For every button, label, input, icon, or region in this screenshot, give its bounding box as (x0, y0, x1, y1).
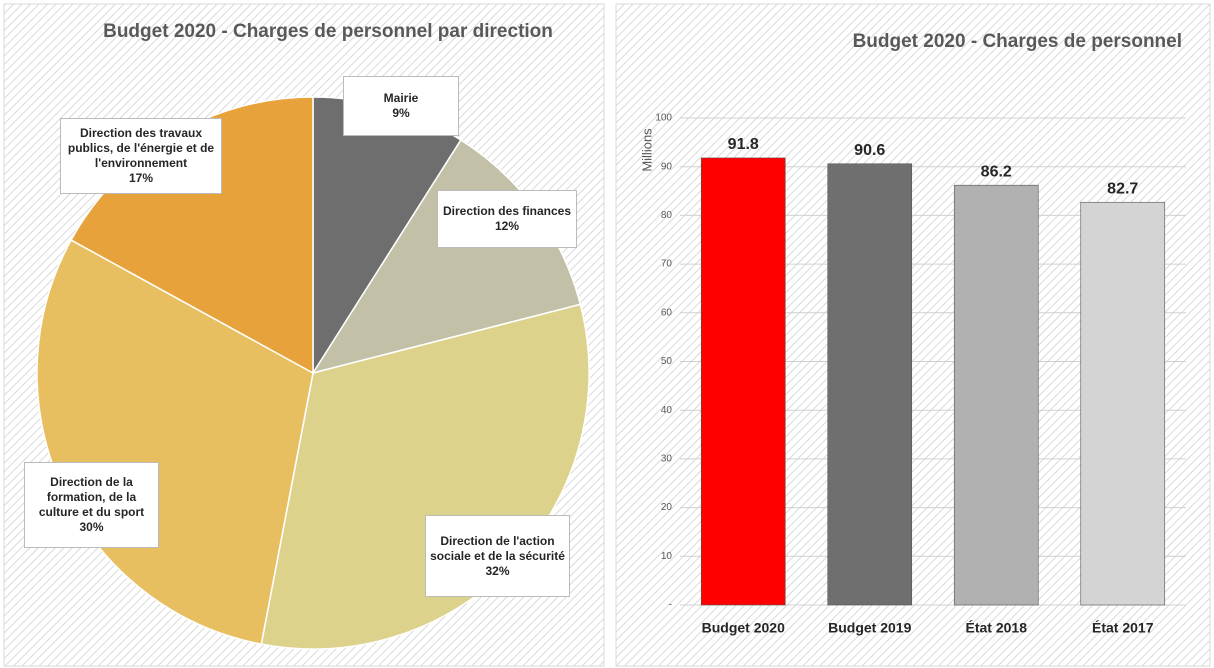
slice-value: 12% (494, 219, 520, 233)
x-tick-label: État 2018 (966, 620, 1028, 636)
y-axis-label: Millions (639, 128, 654, 172)
bar (1080, 201, 1166, 606)
y-tick-label: 30 (661, 454, 673, 465)
slice-label: Direction de la formation, de la culture… (24, 462, 159, 548)
y-tick-label: 50 (661, 356, 673, 367)
y-tick-label: 40 (661, 405, 673, 416)
bar (827, 163, 913, 606)
y-tick-label: 90 (661, 161, 673, 172)
x-tick-label: Budget 2020 (702, 620, 785, 636)
slice-value: 30% (79, 520, 104, 534)
y-tick-label: - (669, 600, 672, 611)
bar-value-label: 90.6 (854, 142, 885, 159)
bar-value-label: 86.2 (981, 163, 1012, 180)
slice-name: Direction de l'action sociale et de la s… (430, 533, 565, 563)
bar-value-label: 82.7 (1107, 180, 1138, 197)
slice-label: Direction des travaux publics, de l'éner… (60, 118, 222, 194)
slice-name: Mairie (383, 91, 419, 105)
bar-title: Budget 2020 - Charges de personnel (853, 31, 1182, 52)
slice-name: Direction des finances (442, 204, 572, 218)
slice-label: Direction des finances 12% (437, 190, 577, 248)
bar (700, 157, 786, 606)
slice-label: Direction de l'action sociale et de la s… (425, 515, 570, 597)
y-tick-label: 60 (661, 307, 673, 318)
bar-value-label: 91.8 (728, 136, 759, 153)
y-tick-label: 10 (661, 551, 673, 562)
slice-name: Direction de la formation, de la culture… (38, 475, 145, 519)
slice-value: 17% (128, 171, 154, 185)
y-tick-label: 70 (661, 259, 673, 270)
x-tick-label: Budget 2019 (828, 620, 911, 636)
pie-title: Budget 2020 - Charges de personnel par d… (103, 21, 553, 42)
y-tick-label: 80 (661, 210, 673, 221)
slice-label: Mairie 9% (343, 76, 459, 136)
y-tick-label: 20 (661, 502, 673, 513)
slice-value: 9% (392, 106, 410, 120)
bar (953, 184, 1039, 606)
slice-name: Direction des travaux publics, de l'éner… (67, 126, 215, 170)
slice-value: 32% (485, 563, 510, 578)
y-tick-label: 100 (655, 113, 672, 124)
x-tick-label: État 2017 (1092, 620, 1154, 636)
